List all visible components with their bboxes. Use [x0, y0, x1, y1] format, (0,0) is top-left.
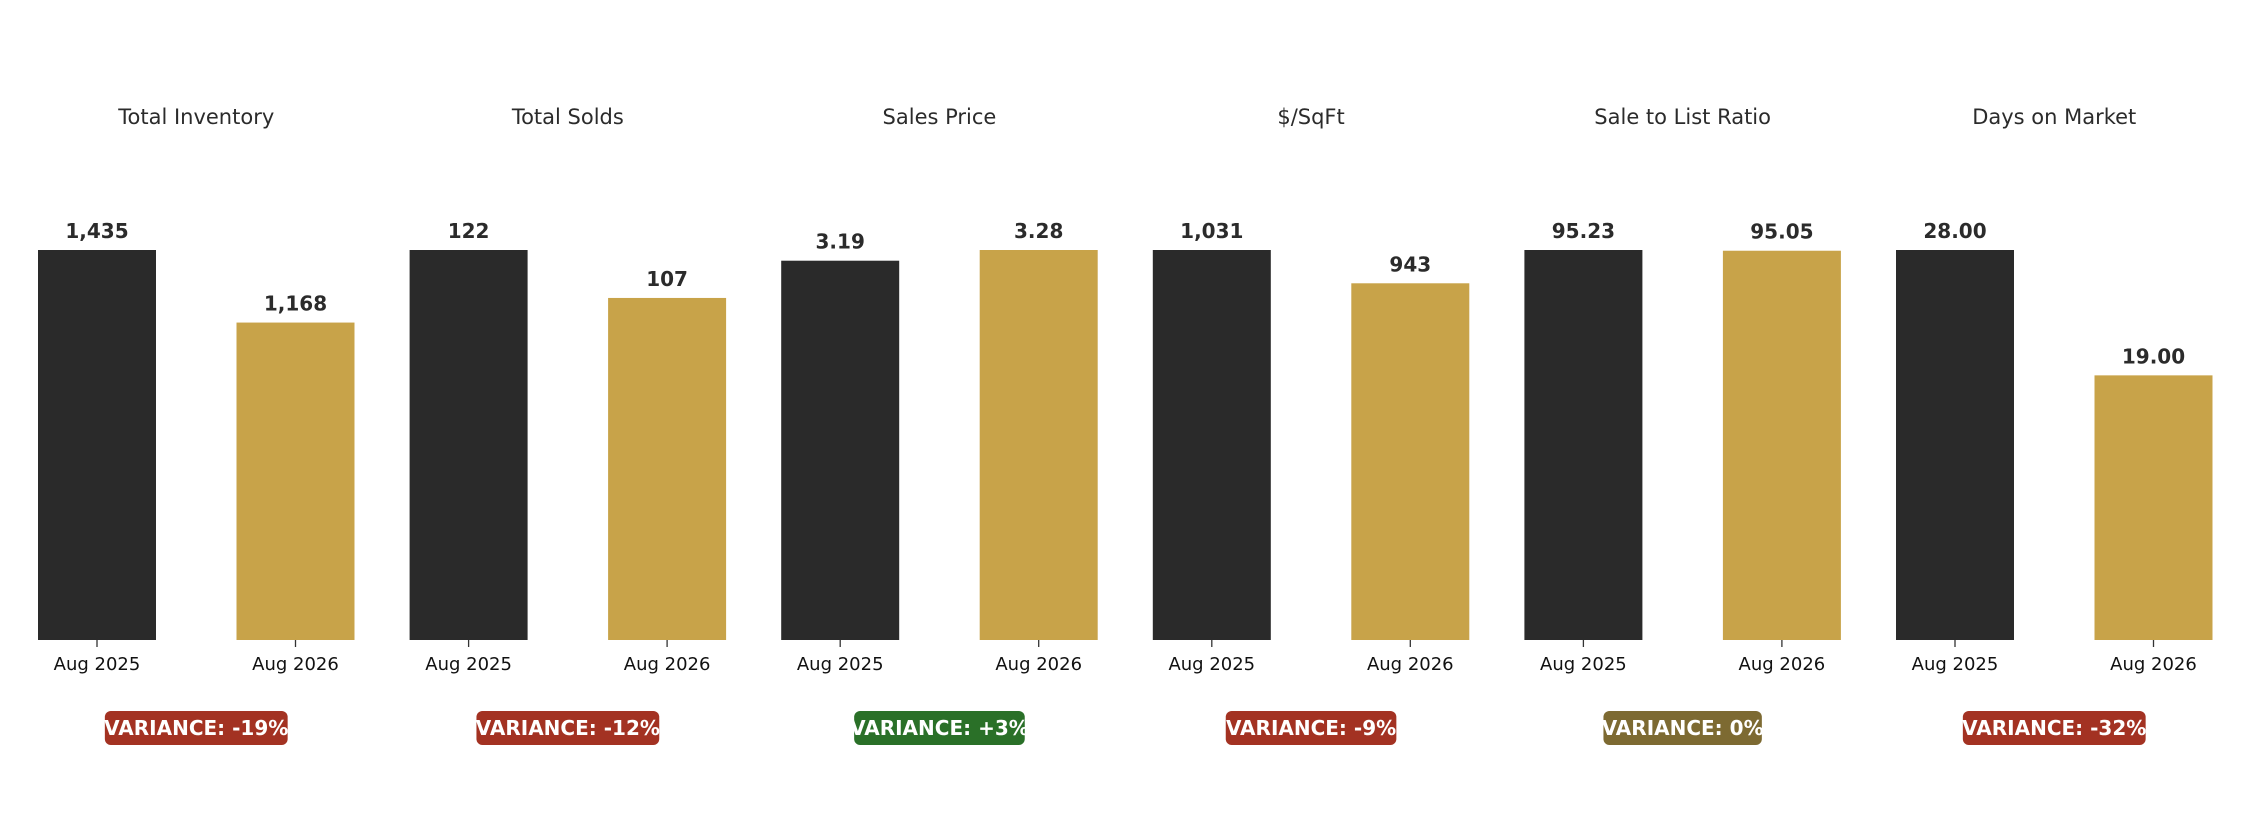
- bar-value-label: 95.23: [1552, 219, 1615, 243]
- chart-title: $/SqFt: [1277, 105, 1344, 129]
- chart-title: Total Solds: [511, 105, 624, 129]
- chart-title: Sale to List Ratio: [1594, 105, 1771, 129]
- bar-value-label: 3.28: [1014, 219, 1063, 243]
- bar-value-label: 1,031: [1180, 219, 1243, 243]
- chart-panel-1: Total Inventory 1,435 Aug 2025 1,168 Aug 202…: [38, 105, 355, 745]
- variance-badge: [104, 711, 288, 745]
- x-tick-label: Aug 2025: [1168, 654, 1255, 675]
- x-tick-label: Aug 2025: [54, 654, 141, 675]
- chart-panel-5: Sale to List Ratio 95.23 Aug 2025 95.05 Aug …: [1524, 105, 1841, 745]
- bar-previous: [38, 250, 156, 640]
- variance-label: VARIANCE: -12%: [476, 716, 660, 740]
- chart-panel-3: Sales Price 3.19 Aug 2025 3.28 Aug 2026 VARIA…: [781, 105, 1098, 745]
- bar-previous: [409, 250, 528, 640]
- bar-value-label: 107: [646, 267, 688, 291]
- bar-value-label: 1,435: [65, 219, 128, 243]
- variance-label: VARIANCE: +3%: [850, 716, 1029, 740]
- variance-badge: [476, 711, 660, 745]
- x-tick-label: Aug 2025: [797, 654, 884, 675]
- bar-value-label: 3.19: [816, 230, 865, 254]
- chart-panel-4: $/SqFt 1,031 Aug 2025 943 Aug 2026 VARIANCE: …: [1152, 105, 1470, 745]
- bar-current: [2094, 375, 2213, 640]
- bar-value-label: 1,168: [264, 292, 327, 316]
- bar-previous: [1896, 250, 2014, 640]
- x-tick-label: Aug 2026: [252, 654, 339, 675]
- bar-value-label: 943: [1389, 252, 1431, 276]
- bar-previous: [781, 260, 900, 640]
- variance-badge: [1225, 711, 1397, 745]
- bar-previous: [1152, 250, 1271, 640]
- chart-title: Days on Market: [1972, 105, 2136, 129]
- x-tick-label: Aug 2026: [1739, 654, 1826, 675]
- bar-value-label: 95.05: [1750, 220, 1813, 244]
- x-tick-label: Aug 2025: [425, 654, 512, 675]
- x-tick-label: Aug 2026: [995, 654, 1082, 675]
- bar-value-label: 122: [448, 219, 490, 243]
- x-tick-label: Aug 2025: [1912, 654, 1999, 675]
- bar-current: [608, 297, 727, 640]
- variance-badge: [1962, 711, 2146, 745]
- chart-title: Total Inventory: [117, 105, 274, 129]
- variance-label: VARIANCE: 0%: [1602, 716, 1764, 740]
- bar-current: [1351, 283, 1470, 640]
- bar-value-label: 28.00: [1923, 219, 1986, 243]
- bar-value-label: 19.00: [2122, 344, 2185, 368]
- bar-current: [236, 322, 355, 640]
- variance-badge: [1603, 711, 1762, 745]
- bar-previous: [1524, 250, 1643, 640]
- bar-current: [979, 250, 1098, 640]
- variance-label: VARIANCE: -32%: [1962, 716, 2146, 740]
- x-tick-label: Aug 2026: [1367, 654, 1454, 675]
- x-tick-label: Aug 2026: [624, 654, 711, 675]
- chart-title: Sales Price: [883, 105, 997, 129]
- variance-label: VARIANCE: -9%: [1226, 716, 1396, 740]
- bar-current: [1722, 250, 1841, 640]
- chart-panel-2: Total Solds 122 Aug 2025 107 Aug 2026 VARIANC…: [409, 105, 727, 745]
- x-tick-label: Aug 2026: [2110, 654, 2197, 675]
- variance-badge: [854, 711, 1025, 745]
- variance-label: VARIANCE: -19%: [104, 716, 288, 740]
- chart-panel-6: Days on Market 28.00 Aug 2025 19.00 Aug 2026…: [1896, 105, 2213, 745]
- x-tick-label: Aug 2025: [1540, 654, 1627, 675]
